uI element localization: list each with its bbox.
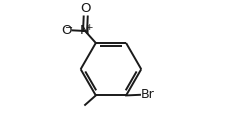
Text: O: O [61,24,71,37]
Text: N: N [80,24,90,38]
Text: O: O [80,2,91,15]
Text: +: + [85,23,92,32]
Text: Br: Br [140,88,154,101]
Text: −: − [64,23,73,33]
